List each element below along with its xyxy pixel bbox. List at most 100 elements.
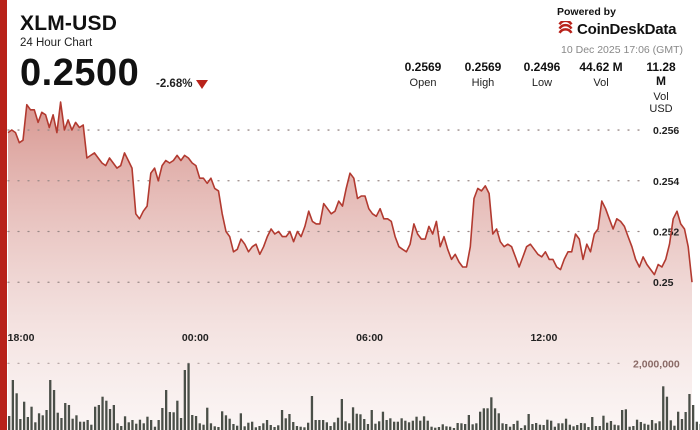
volume-bar: [288, 414, 291, 430]
volume-bar: [60, 418, 63, 430]
stat-open-value: 0.2569: [404, 60, 442, 74]
volume-bar: [236, 425, 239, 430]
volume-bar: [378, 421, 381, 430]
volume-bar: [493, 408, 497, 430]
volume-bar: [243, 426, 246, 430]
volume-bar: [79, 421, 82, 430]
volume-bar: [329, 426, 332, 430]
volume-bar: [396, 421, 399, 430]
volume-bar: [613, 424, 616, 430]
volume-bar: [688, 394, 691, 430]
volume-bar: [654, 423, 657, 430]
volume-bar: [318, 420, 321, 430]
volume-bar: [692, 405, 695, 430]
volume-bar: [64, 403, 67, 430]
x-tick-label: 00:00: [182, 332, 209, 344]
stat-vol-usd-value: 11.28 M: [646, 60, 676, 88]
volume-bar: [280, 410, 284, 430]
volume-bar: [307, 422, 310, 430]
y-tick-label: 0.25: [653, 277, 674, 289]
volume-bar: [258, 426, 261, 430]
volume-bar: [228, 418, 231, 430]
volume-bar: [314, 420, 317, 430]
volume-bar: [135, 423, 138, 430]
volume-bar: [370, 410, 373, 430]
volume-bar: [441, 424, 444, 430]
volume-bar: [419, 420, 422, 430]
volume-bar: [209, 423, 213, 430]
volume-bar: [172, 412, 175, 430]
y-tick-label: 0.252: [653, 227, 679, 239]
volume-bar: [561, 423, 564, 430]
volume-bar: [26, 417, 29, 430]
volume-bar: [366, 424, 370, 430]
stat-vol-usd-label: Vol USD: [649, 91, 673, 115]
volume-bar: [247, 422, 250, 430]
volume-bar: [45, 410, 48, 430]
pair-title: XLM-USD: [20, 12, 118, 35]
volume-bar: [213, 426, 216, 430]
volume-bar: [150, 420, 153, 430]
volume-bar: [669, 420, 672, 430]
stat-vol-label: Vol: [593, 77, 609, 89]
volume-bar: [273, 427, 276, 430]
volume-bar: [116, 423, 119, 430]
volume-bar: [71, 418, 74, 430]
volume-bar: [86, 420, 89, 430]
volume-bar: [486, 408, 489, 430]
volume-bar: [161, 408, 164, 430]
volume-bar: [206, 407, 209, 430]
volume-bar: [183, 370, 186, 430]
volume-bar: [662, 386, 665, 430]
volume-bar: [97, 405, 100, 430]
volume-bar: [37, 413, 41, 430]
volume-bar: [430, 426, 433, 430]
volume-bar: [587, 427, 590, 430]
price-line: [7, 101, 693, 283]
volume-bar: [602, 415, 605, 430]
volume-bar: [19, 419, 22, 430]
volume-bar: [82, 421, 86, 430]
volume-bar: [579, 423, 583, 430]
volume-bar: [635, 419, 639, 430]
volume-bar: [512, 424, 515, 430]
volume-bar: [165, 390, 168, 430]
volume-bar: [299, 426, 302, 430]
volume-bar: [176, 400, 179, 430]
volume-bar: [142, 423, 145, 430]
volume-bar: [15, 393, 18, 430]
x-tick-label: 12:00: [530, 332, 557, 344]
volume-bar: [684, 412, 687, 430]
volume-bar: [508, 426, 512, 430]
volume-bar: [75, 415, 78, 430]
current-price: 0.2500: [20, 52, 140, 94]
volume-bar: [505, 424, 508, 430]
volume-bar: [467, 415, 470, 430]
volume-bar: [381, 411, 385, 430]
volume-bar: [464, 424, 467, 430]
stat-low-label: Low: [531, 77, 553, 89]
volume-bar: [363, 419, 366, 430]
volume-bar: [665, 396, 669, 430]
volume-bar: [535, 423, 538, 430]
volume-bar: [650, 420, 654, 430]
volume-bar: [157, 420, 160, 430]
volume-bar: [295, 426, 299, 430]
volume-bar: [333, 422, 336, 430]
stat-low: 0.2496 Low: [524, 60, 561, 89]
brand-logo: CoinDeskData: [557, 21, 676, 38]
volume-bar: [105, 400, 108, 430]
accent-bar: [0, 0, 7, 430]
volume-bar: [56, 412, 59, 430]
stat-open-label: Open: [409, 77, 437, 89]
volume-bar: [90, 424, 93, 430]
volume-bar: [550, 420, 553, 430]
volume-bar: [168, 412, 171, 430]
volume-bar: [8, 416, 11, 430]
volume-bar: [179, 418, 183, 430]
stat-vol-value: 44.62 M: [579, 60, 623, 74]
volume-bar: [404, 420, 407, 430]
stat-low-value: 0.2496: [523, 60, 561, 74]
volume-bar: [23, 401, 26, 430]
volume-bar: [456, 423, 459, 430]
